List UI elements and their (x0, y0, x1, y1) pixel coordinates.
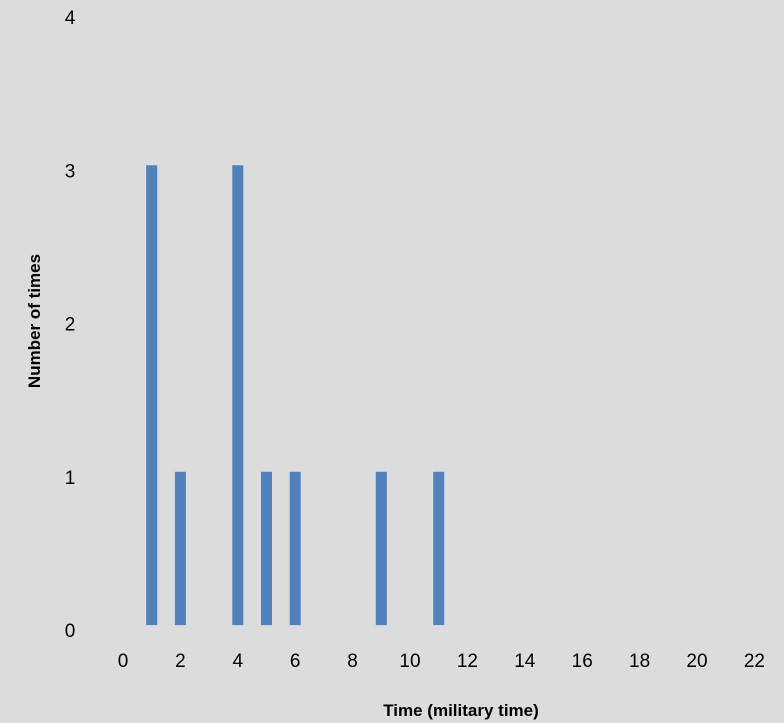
x-tick-label: 0 (118, 651, 129, 672)
bar-x4 (232, 165, 244, 626)
x-tick-label: 16 (572, 651, 593, 672)
x-tick-label: 12 (457, 651, 478, 672)
bar-x6 (289, 471, 301, 626)
bar-x11 (433, 471, 445, 626)
y-tick-label: 4 (65, 8, 76, 29)
x-tick-label: 10 (399, 651, 420, 672)
x-tick-label: 18 (629, 651, 650, 672)
bar-x2 (174, 471, 186, 626)
x-tick-label: 2 (175, 651, 186, 672)
y-axis-title: Number of times (25, 254, 44, 388)
bar-x1 (146, 165, 158, 626)
y-tick-label: 2 (65, 315, 76, 336)
y-tick-label: 3 (65, 161, 76, 182)
x-tick-label: 6 (290, 651, 301, 672)
bar-x9 (375, 471, 387, 626)
x-tick-label: 4 (233, 651, 244, 672)
bar-series (146, 165, 445, 626)
bar-x5 (261, 471, 272, 626)
x-tick-label: 14 (514, 651, 536, 672)
x-tick-label: 20 (686, 651, 707, 672)
y-axis-ticks: 0 1 3 2 4 (65, 8, 76, 642)
x-axis-ticks: 0 2 4 6 8 10 12 14 16 18 20 22 (118, 651, 765, 672)
x-tick-label: 22 (744, 651, 765, 672)
x-axis-title: Time (military time) (383, 701, 539, 720)
y-tick-label: 0 (65, 621, 76, 642)
y-tick-label: 1 (65, 468, 76, 489)
x-tick-label: 8 (347, 651, 358, 672)
